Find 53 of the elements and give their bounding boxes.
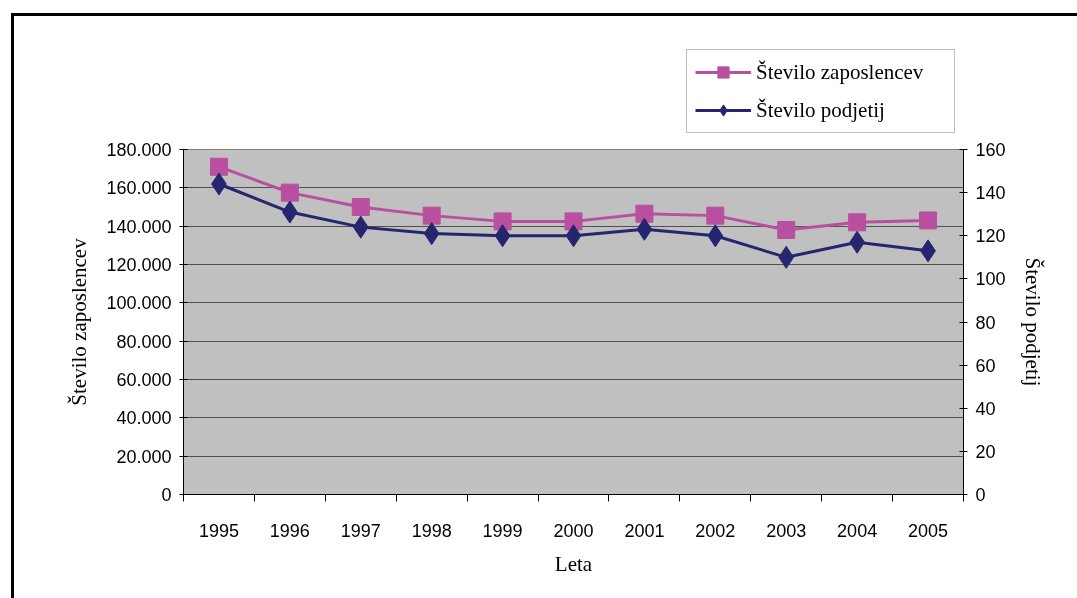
x-tick-label: 2004 [837,520,878,541]
x-tick-label: 1996 [269,520,310,541]
point [636,217,653,241]
point [778,245,795,269]
point [564,212,583,231]
x-tick-label: 2000 [553,520,594,541]
x-tick-label: 1995 [198,520,239,541]
x-tick-label: 2002 [695,520,736,541]
legend-label: Število podjetij [756,96,886,124]
point [707,224,724,248]
y2-axis-title: Število podjetij [1020,257,1045,387]
x-tick-label: 1998 [411,520,452,541]
y-tick-label: 20.000 [116,446,172,467]
y-tick-label: 60.000 [116,370,172,390]
y2-tick-label: 160 [975,140,1006,160]
y-tick-label: 180.000 [106,140,172,160]
y2-tick-label: 100 [975,269,1006,290]
x-tick-label: 2001 [624,520,665,541]
x-tick-label: 1999 [482,520,523,541]
point [423,222,440,246]
y-tick-label: 160.000 [106,178,172,199]
x-tick-label: 2005 [908,520,949,541]
y-axis-title: Število zaposlencev [67,237,92,406]
point [352,215,369,239]
point [919,211,938,230]
x-tick-label: 1997 [340,520,381,541]
point [351,198,370,216]
y-tick-label: 0 [161,485,172,505]
y2-tick-label: 40 [975,398,996,419]
y2-tick-label: 20 [975,441,996,462]
point [635,204,654,223]
legend-label: Število zaposlencev [756,58,925,86]
point [422,206,441,225]
y-tick-label: 100.000 [106,293,172,314]
point [777,221,796,239]
point [848,213,867,232]
y2-tick-label: 120 [975,226,1006,247]
y-tick-label: 80.000 [116,331,172,352]
y2-tick-label: 0 [975,485,986,505]
point [706,206,725,225]
point [209,157,228,176]
x-axis-title: Leta [554,551,593,576]
y-tick-label: 140.000 [106,216,172,237]
x-tick-label: 2003 [766,520,807,541]
y2-tick-label: 60 [975,355,996,376]
point [280,183,299,202]
y2-tick-label: 80 [975,312,996,333]
y-tick-label: 40.000 [116,408,172,429]
y-tick-label: 120.000 [106,255,172,275]
point [494,224,511,248]
point [493,212,512,231]
point [565,224,582,248]
y2-tick-label: 140 [975,183,1006,204]
